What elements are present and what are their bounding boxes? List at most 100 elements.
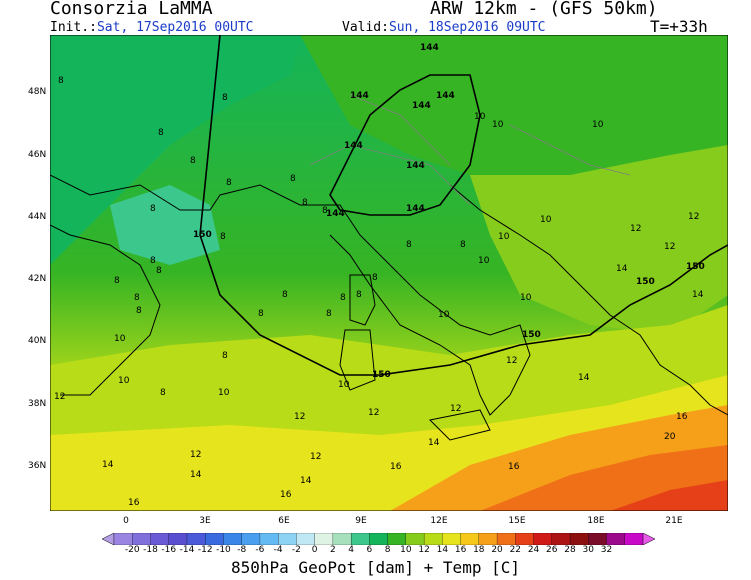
colorbar-arrow-left bbox=[102, 533, 115, 545]
temp-label: 12 bbox=[450, 404, 461, 414]
band-6 bbox=[110, 185, 220, 265]
colorbar-tick-label: -20 bbox=[124, 545, 140, 555]
geopot-label: 144 bbox=[406, 204, 425, 214]
temp-label: 20 bbox=[664, 432, 676, 442]
colorbar-tick-label: 20 bbox=[491, 545, 503, 555]
colorbar-swatch bbox=[478, 533, 498, 545]
temp-label: 10 bbox=[118, 376, 130, 386]
lon-label-6e: 6E bbox=[278, 516, 290, 526]
init-time: Init.:Sat, 17Sep2016 00UTC bbox=[50, 20, 254, 35]
temp-label: 8 bbox=[322, 206, 328, 216]
temp-label: 14 bbox=[692, 290, 704, 300]
lat-label-46n: 46N bbox=[28, 150, 47, 160]
temp-label: 10 bbox=[540, 215, 552, 225]
colorbar-tick-label: -8 bbox=[237, 545, 247, 555]
temp-label: 12 bbox=[368, 408, 379, 418]
lon-label-0: 0 bbox=[123, 516, 129, 526]
lat-label-44n: 44N bbox=[28, 212, 47, 222]
colorbar-swatch bbox=[533, 533, 553, 545]
temp-label: 8 bbox=[222, 351, 228, 361]
temp-label: 14 bbox=[300, 476, 312, 486]
temp-label: 10 bbox=[218, 388, 230, 398]
colorbar-tick-label: 4 bbox=[348, 545, 354, 555]
colorbar-tick-label: -6 bbox=[255, 545, 265, 555]
colorbar-swatch bbox=[150, 533, 170, 545]
temp-label: 8 bbox=[356, 290, 362, 300]
valid-time: Valid:Sun, 18Sep2016 09UTC bbox=[342, 20, 546, 35]
forecast-step: T=+33h bbox=[650, 17, 708, 36]
colorbar-swatch bbox=[205, 533, 224, 545]
temp-label: 8 bbox=[160, 388, 166, 398]
temp-label: 10 bbox=[520, 293, 532, 303]
colorbar-swatch bbox=[296, 533, 316, 545]
temp-label: 10 bbox=[492, 120, 504, 130]
colorbar-swatch bbox=[515, 533, 535, 545]
colorbar-tick-label: -10 bbox=[216, 545, 231, 555]
colorbar-tick-label: 10 bbox=[400, 545, 412, 555]
colorbar-swatch bbox=[606, 533, 626, 545]
colorbar-tick-label: 0 bbox=[311, 545, 318, 555]
temp-label: 8 bbox=[156, 266, 162, 276]
temp-label: 16 bbox=[676, 412, 688, 422]
colorbar-swatch bbox=[132, 533, 151, 545]
coast-island-3 bbox=[428, 409, 491, 441]
colorbar-swatch bbox=[113, 533, 133, 545]
coast-east bbox=[449, 184, 728, 416]
colorbar-swatch bbox=[278, 533, 297, 545]
provider-title: Consorzia LaMMA bbox=[50, 0, 213, 19]
temp-label: 8 bbox=[190, 156, 196, 166]
colorbar-tick-label: 2 bbox=[330, 545, 336, 555]
colorbar-swatch bbox=[223, 533, 243, 545]
colorbar-tick-label: 30 bbox=[582, 545, 594, 555]
geopot-label: 144 bbox=[344, 141, 363, 151]
lon-label-21e: 21E bbox=[665, 516, 683, 526]
colorbar-tick-label: 18 bbox=[473, 545, 485, 555]
colorbar-swatch bbox=[241, 533, 261, 545]
colorbar-swatch bbox=[314, 533, 334, 545]
temp-label: 10 bbox=[498, 232, 510, 242]
colorbar-tick-label: 28 bbox=[564, 545, 576, 555]
colorbar-tick-label: 24 bbox=[527, 545, 540, 555]
lat-label-48n: 48N bbox=[28, 87, 47, 97]
temp-label: 8 bbox=[114, 276, 120, 286]
temp-label: 8 bbox=[136, 306, 142, 316]
colorbar-tick-label: 14 bbox=[436, 545, 449, 555]
geopot-label: 150 bbox=[522, 330, 541, 340]
lon-label-18e: 18E bbox=[587, 516, 605, 526]
valid-label: Valid: bbox=[342, 20, 389, 35]
coast-island-2 bbox=[339, 329, 376, 391]
temp-label: 8 bbox=[158, 128, 164, 138]
geopot-label: 144 bbox=[420, 43, 439, 53]
temp-label: 8 bbox=[258, 309, 264, 319]
coastlines bbox=[50, 174, 728, 441]
colorbar-tick-label: -18 bbox=[143, 545, 158, 555]
temp-label: 16 bbox=[508, 462, 520, 472]
temp-label: 10 bbox=[592, 120, 604, 130]
temp-label: 8 bbox=[58, 76, 64, 86]
temp-label: 8 bbox=[282, 290, 288, 300]
lon-label-12e: 12E bbox=[430, 516, 448, 526]
geopotential-contours bbox=[199, 35, 728, 376]
geopot-label: 144 bbox=[436, 91, 455, 101]
map-caption: 850hPa GeoPot [dam] + Temp [C] bbox=[231, 558, 520, 577]
colorbar-swatch bbox=[332, 533, 352, 545]
lat-label-38n: 38N bbox=[28, 399, 47, 409]
colorbar-tick-label: -2 bbox=[291, 545, 301, 555]
model-title: ARW 12km - (GFS 50km) bbox=[430, 0, 658, 19]
lon-label-15e: 15E bbox=[508, 516, 526, 526]
lat-label-36n: 36N bbox=[28, 461, 47, 471]
forecast-map: 8 8 8 8 8 8 8 8 8 8 8 8 8 8 8 8 8 8 8 8 … bbox=[50, 35, 728, 511]
colorbar-swatch bbox=[259, 533, 279, 545]
colorbar-swatch bbox=[168, 533, 188, 545]
temp-label: 14 bbox=[616, 264, 628, 274]
lon-label-9e: 9E bbox=[355, 516, 367, 526]
geopot-label: 150 bbox=[686, 262, 705, 272]
colorbar-swatch bbox=[442, 533, 462, 545]
temp-label: 14 bbox=[578, 373, 590, 383]
temp-label: 12 bbox=[294, 412, 305, 422]
colorbar-swatch bbox=[624, 533, 644, 545]
coast-island-1 bbox=[349, 274, 376, 326]
temp-label: 10 bbox=[474, 112, 486, 122]
temp-label: 8 bbox=[150, 256, 156, 266]
init-label: Init.: bbox=[50, 20, 97, 35]
